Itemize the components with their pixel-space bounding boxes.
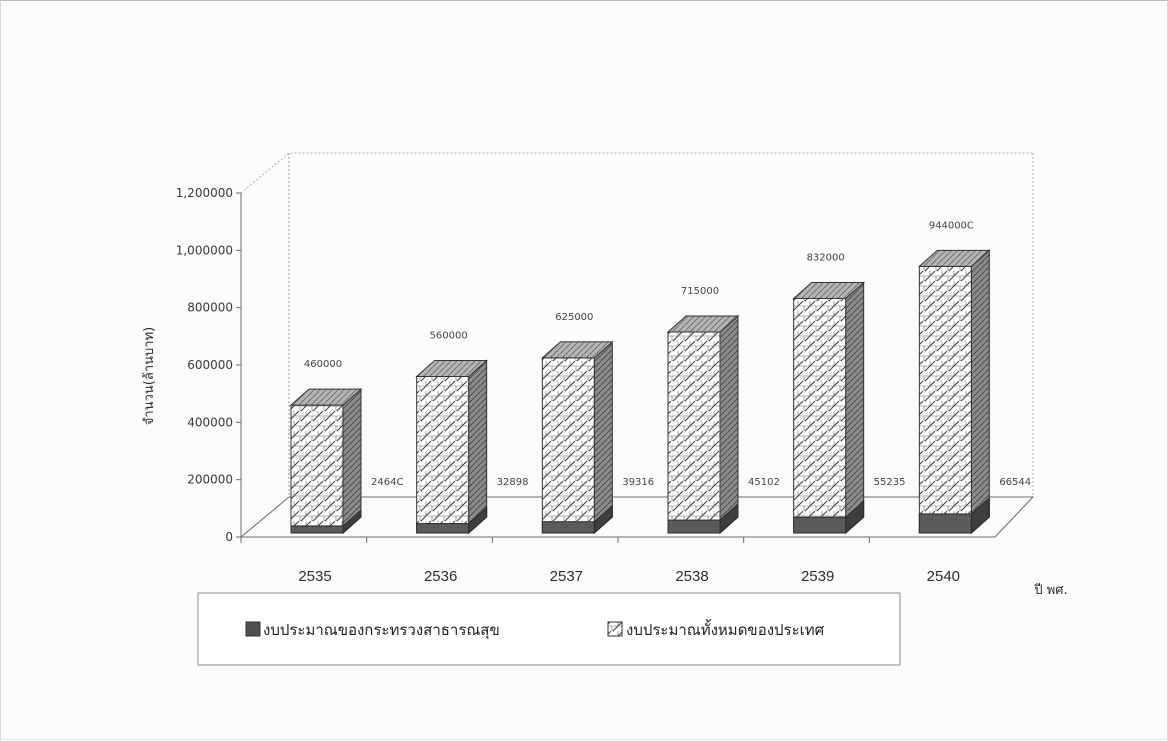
bar-health — [290, 525, 344, 534]
y-tick-label: 200000 — [187, 473, 233, 487]
legend-swatch-national — [607, 621, 623, 637]
bar-health — [918, 513, 972, 534]
bar-health — [667, 519, 721, 534]
legend-label-health: งบประมาณของกระทรวงสาธารณสุข — [263, 621, 500, 640]
x-axis-title: ปี พศ. — [1033, 582, 1067, 598]
data-label-national: 460000 — [304, 359, 342, 370]
x-tick-label: 2537 — [550, 568, 583, 585]
data-label-health: 45102 — [748, 477, 780, 488]
back-wall-top — [240, 152, 1033, 194]
y-tick-label: 600000 — [187, 358, 233, 372]
data-label-health: 2464C — [371, 477, 403, 488]
x-tick-label: 2538 — [675, 568, 708, 585]
data-label-national: 625000 — [555, 312, 593, 323]
x-tick-label: 2535 — [298, 568, 331, 585]
legend-label-national: งบประมาณทั้งหมดของประเทศ — [626, 619, 825, 639]
bar-national-side — [342, 388, 362, 535]
y-tick-label: 800000 — [187, 301, 233, 315]
bars: 460000 2464C 560000 32898 625000 39316 715000 4… — [289, 220, 1031, 535]
bar-national — [918, 265, 972, 534]
bar-national-side — [845, 281, 865, 535]
bar-national-top — [666, 315, 740, 333]
bar-health — [793, 516, 847, 534]
y-tick-label: 1,200000 — [176, 186, 233, 200]
legend-box — [197, 592, 901, 666]
x-tick-label: 2536 — [424, 568, 457, 585]
x-tick-label: 2539 — [801, 568, 834, 585]
y-tick-label: 1,000000 — [176, 243, 233, 257]
bar-national — [290, 404, 344, 534]
bar-national-side — [468, 359, 488, 535]
bar-national-top — [541, 341, 614, 359]
data-label-health: 32898 — [497, 477, 529, 488]
data-label-national: 832000 — [807, 252, 845, 263]
y-tick-label: 400000 — [187, 415, 233, 429]
bar-national-top — [918, 249, 991, 267]
bar-national — [541, 357, 595, 534]
bar-national-side — [970, 249, 990, 535]
legend: งบประมาณของกระทรวงสาธารณสุข งบประมาณทั้ง… — [197, 592, 901, 666]
data-label-national: 715000 — [681, 286, 719, 297]
bar-national — [793, 297, 847, 534]
bar-health — [416, 523, 470, 534]
data-label-national: 560000 — [430, 330, 468, 341]
data-label-health: 55235 — [874, 477, 906, 488]
bar-national — [416, 375, 470, 534]
x-axis: 2535 2536 2537 2538 2539 2540 — [240, 537, 960, 585]
y-tick-label: 0 — [225, 530, 233, 544]
bar-national-side — [719, 314, 739, 535]
data-label-health: 39316 — [622, 477, 654, 488]
bar-national-top — [792, 281, 865, 299]
bar-national-top — [289, 388, 363, 406]
y-axis: 0 200000 400000 600000 800000 1,000000 1,20000… — [176, 186, 241, 544]
data-label-health: 66544 — [999, 477, 1031, 488]
bar-health — [541, 521, 595, 534]
legend-swatch-health — [245, 621, 261, 637]
bar-national-side — [593, 340, 613, 535]
bar-national-top — [415, 359, 488, 377]
data-label-national: 944000C — [929, 220, 974, 231]
x-tick-label: 2540 — [927, 568, 960, 585]
bar-national — [667, 331, 721, 534]
y-axis-title: จำนวน(ล้านบาท) — [142, 327, 157, 425]
